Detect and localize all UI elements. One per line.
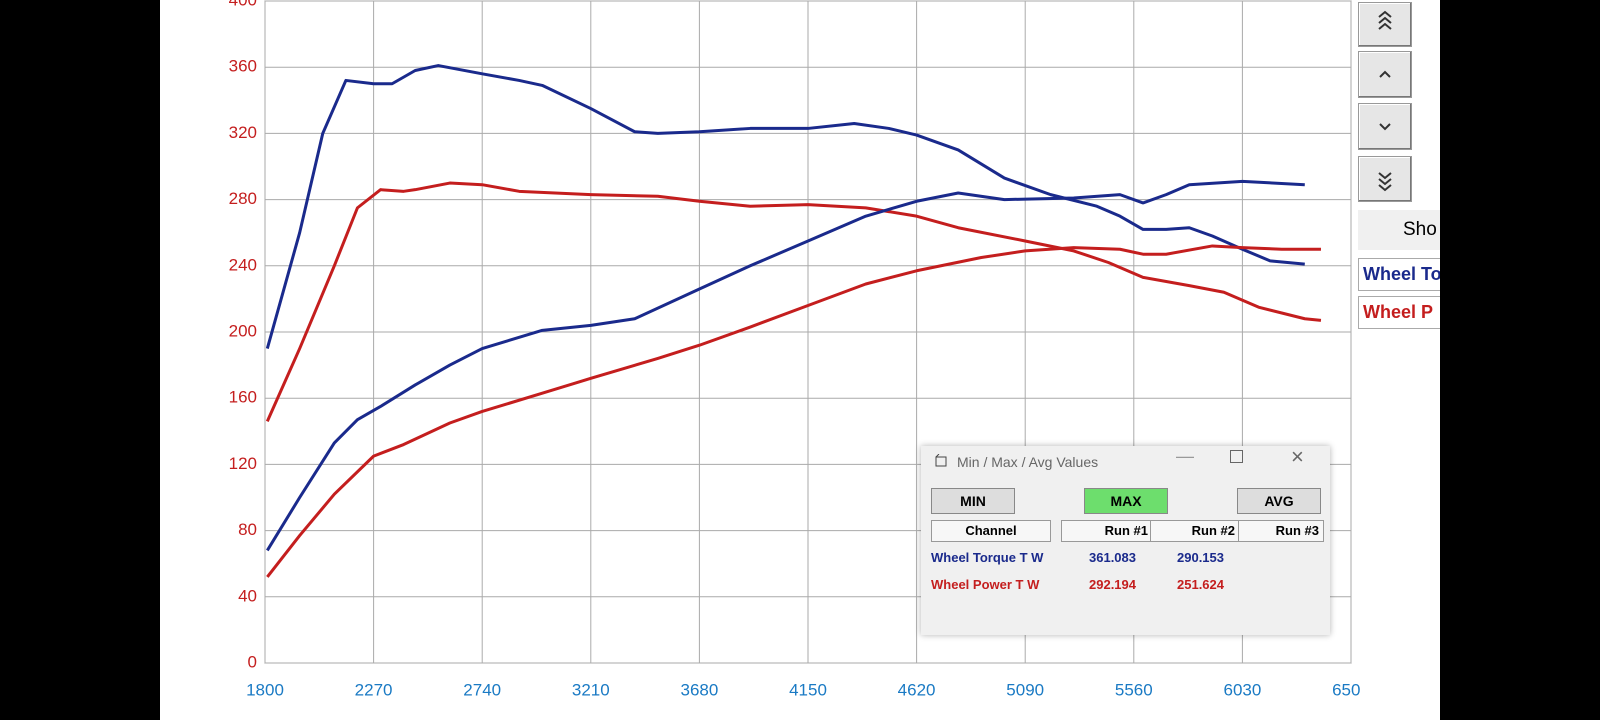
- min-max-avg-dialog: Min / Max / Avg Values — × MIN MAX AVG C…: [921, 444, 1330, 635]
- scroll-down-button[interactable]: [1358, 103, 1412, 150]
- y-tick-label: 0: [248, 652, 257, 671]
- channel-name: Wheel Torque T W: [931, 550, 1044, 565]
- x-tick-label: 3210: [572, 680, 610, 699]
- icon: [1378, 172, 1392, 192]
- x-tick-label: 3680: [680, 680, 718, 699]
- y-tick-label: 120: [229, 454, 257, 473]
- scroll-up-button[interactable]: [1358, 51, 1412, 98]
- icon: [1379, 70, 1391, 78]
- series-line: [266, 179, 1305, 552]
- y-tick-label: 280: [229, 189, 257, 208]
- avg-button[interactable]: AVG: [1237, 488, 1321, 514]
- close[interactable]: ×: [1291, 444, 1304, 469]
- x-tick-label: 4150: [789, 680, 827, 699]
- legend-torque[interactable]: Wheel To: [1358, 258, 1440, 291]
- x-tick-label: 6030: [1223, 680, 1261, 699]
- y-tick-label: 360: [229, 57, 257, 76]
- minimize[interactable]: —: [1176, 446, 1194, 466]
- header: Run #1: [1061, 520, 1153, 542]
- header: Channel: [931, 520, 1051, 542]
- x-tick-label: 5560: [1115, 680, 1153, 699]
- series-line: [265, 181, 1322, 422]
- legend-power[interactable]: Wheel P: [1358, 296, 1440, 329]
- x-tick-label: 6500: [1332, 680, 1360, 699]
- value: 292.194: [1089, 577, 1136, 592]
- value: 251.624: [1177, 577, 1224, 592]
- x-tick-label: 4620: [898, 680, 936, 699]
- maximize[interactable]: [1230, 450, 1243, 463]
- y-tick-label: 400: [229, 0, 257, 9]
- header: Run #3: [1238, 520, 1324, 542]
- series-line: [266, 244, 1321, 578]
- window-icon: [935, 454, 947, 467]
- x-tick-label: 5090: [1006, 680, 1044, 699]
- channel-name: Wheel Power T W: [931, 577, 1040, 592]
- y-tick-label: 160: [229, 388, 257, 407]
- max-button[interactable]: MAX: [1084, 488, 1168, 514]
- scroll-top-button[interactable]: [1358, 2, 1412, 47]
- header: Run #2: [1150, 520, 1240, 542]
- y-tick-label: 80: [238, 520, 257, 539]
- y-tick-label: 320: [229, 123, 257, 142]
- dialog-title: Min / Max / Avg Values: [957, 454, 1099, 470]
- x-tick-label: 1800: [246, 680, 284, 699]
- value: 290.153: [1177, 550, 1224, 565]
- x-tick-label: 2740: [463, 680, 501, 699]
- x-tick-label: 2270: [355, 680, 393, 699]
- y-tick-label: 240: [229, 255, 257, 274]
- value: 361.083: [1089, 550, 1136, 565]
- y-tick-label: 40: [238, 586, 257, 605]
- y-tick-label: 200: [229, 321, 257, 340]
- chart: 0 40 80 120 160 200 240 280 320 360 400 1800 2270 274…: [229, 0, 1360, 699]
- scroll-bottom-button[interactable]: [1358, 156, 1412, 202]
- app-window: 0 40 80 120 160 200 240 280 320 360 400 1800 2270 274…: [160, 0, 1440, 720]
- icon: [1378, 10, 1392, 30]
- icon: [1379, 123, 1391, 131]
- series-line: [265, 64, 1305, 349]
- min-button[interactable]: MIN: [931, 488, 1015, 514]
- show-button[interactable]: Sho: [1358, 210, 1440, 250]
